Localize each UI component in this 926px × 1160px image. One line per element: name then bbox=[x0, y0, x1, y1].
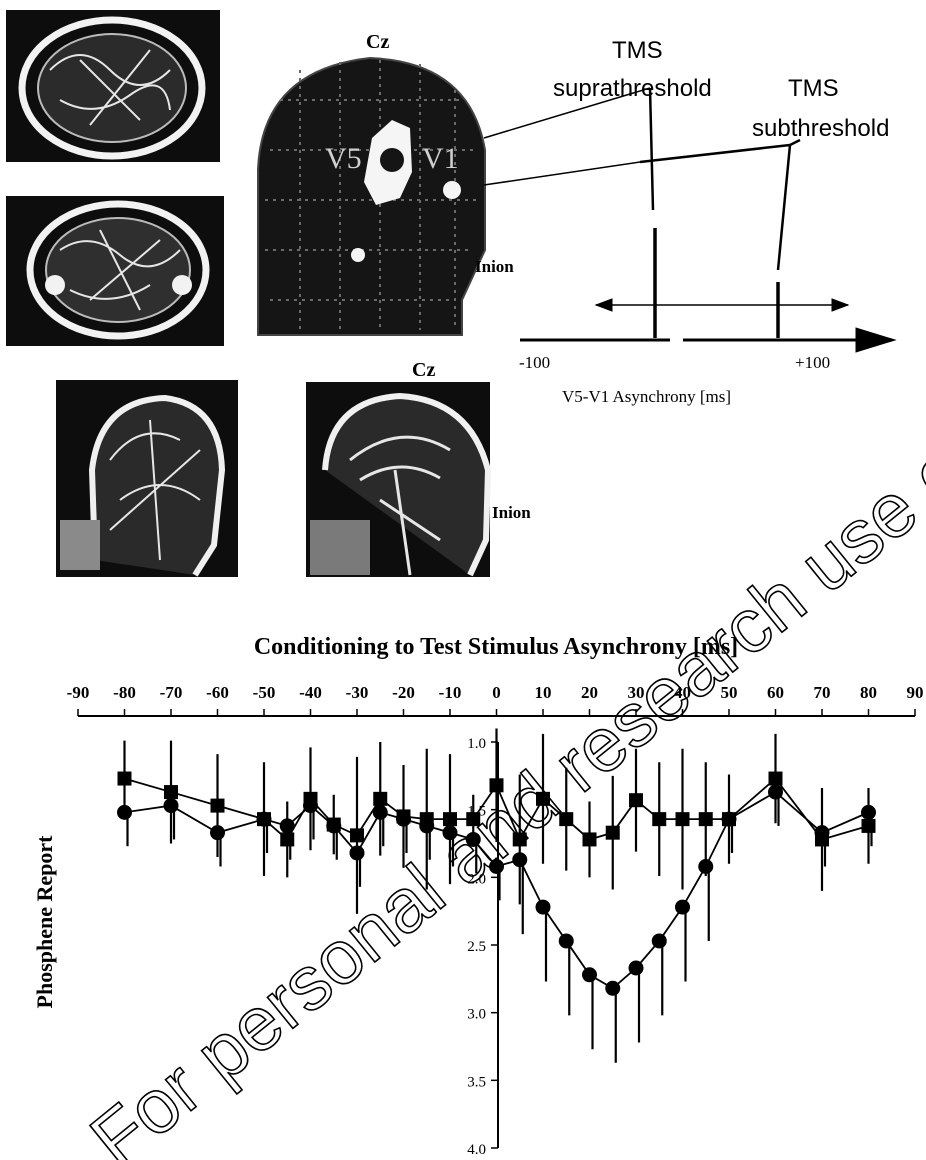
data-point-circle bbox=[582, 967, 597, 983]
data-point-square bbox=[652, 812, 667, 827]
x-tick-label: -70 bbox=[160, 683, 183, 702]
tms-sub-label-1: TMS bbox=[788, 75, 839, 102]
data-point-circle bbox=[210, 825, 225, 841]
data-point-circle bbox=[489, 859, 504, 875]
schematic-tick-right: +100 bbox=[795, 353, 830, 372]
data-point-circle bbox=[465, 831, 481, 847]
data-point-square bbox=[605, 825, 620, 840]
x-tick-label: -40 bbox=[299, 683, 322, 702]
x-tick-label: -30 bbox=[346, 683, 369, 702]
v1-label: V1 bbox=[422, 142, 459, 175]
y-axis-label: Phosphene Report bbox=[32, 835, 57, 1009]
data-point-circle bbox=[512, 852, 528, 868]
data-point-square bbox=[326, 817, 341, 832]
x-tick-label: 30 bbox=[628, 683, 645, 702]
tms-sub-label-2: subthreshold bbox=[752, 115, 889, 142]
data-point-square bbox=[582, 832, 597, 847]
tms-schematic bbox=[483, 87, 897, 353]
mri-axial-middle bbox=[6, 196, 224, 346]
data-point-square bbox=[536, 791, 550, 806]
plot-area bbox=[117, 728, 876, 1063]
data-point-square bbox=[396, 809, 411, 824]
data-point-circle bbox=[117, 804, 132, 820]
data-point-circle bbox=[442, 825, 458, 841]
data-point-square bbox=[280, 832, 295, 847]
x-tick-label: -10 bbox=[439, 683, 462, 702]
mri-axial-top bbox=[6, 10, 220, 162]
schematic-tick-left: -100 bbox=[519, 353, 550, 372]
data-point-circle bbox=[279, 818, 295, 834]
mri-head-surface bbox=[257, 56, 486, 336]
y-tick-label: 2.5 bbox=[467, 939, 486, 955]
mri-sagittal-left bbox=[56, 380, 238, 577]
data-point-circle bbox=[163, 798, 179, 814]
y-tick-label: 2.0 bbox=[467, 871, 486, 887]
x-tick-label: 20 bbox=[581, 683, 598, 702]
chart-title: Conditioning to Test Stimulus Asynchrony… bbox=[254, 634, 738, 660]
x-tick-label: 90 bbox=[907, 683, 924, 702]
x-tick-label: 10 bbox=[535, 683, 552, 702]
x-tick-label: -90 bbox=[67, 683, 90, 702]
tms-supra-label-1: TMS bbox=[612, 37, 663, 64]
schematic-axis-label: V5-V1 Asynchrony [ms] bbox=[562, 387, 731, 406]
y-tick-label: 3.0 bbox=[467, 1007, 486, 1023]
data-point-square bbox=[722, 812, 736, 827]
data-point-circle bbox=[605, 980, 621, 996]
data-point-square bbox=[466, 812, 481, 827]
y-tick-label: 1.0 bbox=[467, 736, 486, 752]
x-tick-label: -80 bbox=[113, 683, 136, 702]
x-axis: -90 -80 -70 -60 -50 -40 -30 -20 -10 0 10 20 30 40 50 60… bbox=[67, 683, 924, 717]
data-point-square bbox=[629, 793, 643, 808]
data-point-square bbox=[373, 791, 388, 806]
cz-label-top: Cz bbox=[366, 31, 389, 53]
data-point-square bbox=[210, 798, 225, 813]
data-point-square bbox=[257, 812, 271, 827]
data-point-square bbox=[164, 785, 178, 800]
data-point-square bbox=[443, 812, 457, 827]
x-tick-label: -50 bbox=[253, 683, 276, 702]
y-tick-label: 4.0 bbox=[467, 1142, 486, 1158]
data-point-circle bbox=[535, 899, 551, 915]
data-point-square bbox=[861, 818, 876, 833]
v5-label: V5 bbox=[325, 142, 362, 175]
data-point-square bbox=[512, 832, 527, 847]
x-tick-label: 50 bbox=[721, 683, 738, 702]
data-point-square bbox=[117, 771, 132, 786]
x-tick-label: -20 bbox=[392, 683, 415, 702]
x-tick-label: 80 bbox=[860, 683, 877, 702]
data-point-circle bbox=[675, 899, 690, 915]
data-point-square bbox=[815, 832, 829, 847]
inion-label-top: Inion bbox=[475, 257, 514, 276]
data-point-circle bbox=[349, 845, 365, 861]
data-point-circle bbox=[651, 933, 667, 949]
x-tick-label: 60 bbox=[767, 683, 784, 702]
data-point-circle bbox=[558, 933, 574, 949]
inion-label-bottom: Inion bbox=[492, 503, 531, 522]
data-point-circle bbox=[628, 960, 644, 976]
data-point-square bbox=[768, 771, 783, 786]
data-point-square bbox=[489, 778, 504, 793]
data-point-circle bbox=[372, 804, 388, 820]
data-point-square bbox=[419, 812, 434, 827]
data-point-circle bbox=[698, 859, 714, 875]
data-point-square bbox=[350, 828, 364, 843]
cz-label-bottom: Cz bbox=[412, 359, 435, 381]
x-tick-label: 0 bbox=[492, 683, 501, 702]
tms-supra-label-2: suprathreshold bbox=[553, 75, 712, 102]
mri-sagittal-right bbox=[306, 382, 492, 577]
x-tick-label: 70 bbox=[814, 683, 831, 702]
data-point-circle bbox=[861, 804, 876, 820]
x-tick-label: -60 bbox=[206, 683, 229, 702]
data-point-square bbox=[303, 791, 318, 806]
x-tick-label: 40 bbox=[674, 683, 691, 702]
data-point-square bbox=[675, 812, 690, 827]
data-point-circle bbox=[768, 784, 783, 800]
data-point-square bbox=[559, 812, 574, 827]
y-axis: 1.01.52.02.53.03.54.0 bbox=[467, 736, 499, 1158]
y-tick-label: 3.5 bbox=[467, 1074, 486, 1090]
data-point-square bbox=[698, 812, 713, 827]
